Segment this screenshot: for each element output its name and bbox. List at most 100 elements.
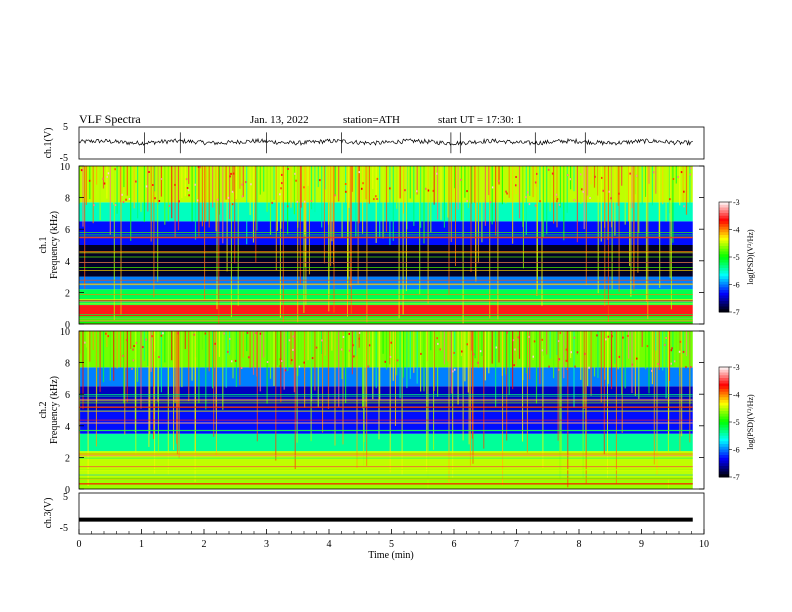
ch1-spectrogram-hotspot xyxy=(135,180,137,183)
ch1-spectrogram-line xyxy=(79,294,693,295)
ch2-spectrogram-texture-column xyxy=(297,331,299,376)
ch1-spectrogram-texture-column xyxy=(79,166,81,204)
ch1-spectrogram-hotspot xyxy=(601,176,603,179)
ch1-spectrogram-hotspot xyxy=(106,175,108,178)
ch2-spectrogram-hotspot xyxy=(234,359,237,362)
ch2-spectrogram-hotspot xyxy=(131,367,133,370)
ch2-spectrogram-hotspot xyxy=(390,341,392,344)
ch2-spectrogram-texture-column xyxy=(477,331,480,368)
ch1-ylabel: ch.1(V) xyxy=(43,128,54,159)
ch2-spectrogram-texture-column xyxy=(396,331,398,376)
ch2-spectrogram-texture-column xyxy=(307,331,309,361)
ch2-spectrogram-colorbar-segment xyxy=(719,383,729,387)
ch2-spectrogram-texture-column xyxy=(276,331,278,366)
ch2-spectrogram-texture-column xyxy=(495,331,497,407)
ch2-spectrogram-hotspot xyxy=(477,361,479,364)
ch1-spectrogram-colorbar-segment xyxy=(719,284,729,288)
ch2-spectrogram-texture-column xyxy=(235,331,237,387)
ch2-spectrogram-hotspot xyxy=(678,350,681,353)
ch1-spectrogram-hotspot xyxy=(279,193,281,196)
ch1-spectrogram-sferic xyxy=(304,166,306,267)
ch1-spectrogram-texture-column xyxy=(123,166,125,188)
ch2-spectrogram-hotspot xyxy=(340,348,343,351)
ch2-spectrogram-texture-column xyxy=(242,331,244,358)
ch1-spectrogram-texture-column xyxy=(137,166,139,219)
ch2-spectrogram-sferic xyxy=(366,331,368,466)
ch2-spectrogram-hotspot xyxy=(611,335,613,338)
ch2-spectrogram-hotspot xyxy=(574,365,576,368)
ch2-spectrogram-hotspot xyxy=(532,355,534,358)
ch1-spectrogram-texture-column xyxy=(437,166,439,220)
ch1-spectrogram-texture-column xyxy=(488,166,490,196)
ch1-spectrogram-hotspot xyxy=(345,190,347,193)
ch1-spectrogram-texture-column xyxy=(420,166,422,228)
ch1-spectrogram-sferic xyxy=(597,166,599,294)
ch1-spectrogram-texture-column xyxy=(645,166,647,197)
ch1-spectrogram-texture-column xyxy=(672,166,674,243)
ch2-spectrogram-colorbar-segment xyxy=(719,386,729,390)
ch2-spectrogram-line xyxy=(79,483,693,485)
ch2-spectrogram-texture-column xyxy=(607,331,609,384)
ch2-spectrogram-texture-column xyxy=(467,331,469,393)
ch2-spectrogram-ylabel-line2: Frequency (kHz) xyxy=(49,376,60,444)
ch2-spectrogram-texture-column xyxy=(430,331,432,351)
ch1-spectrogram-texture-column xyxy=(147,166,149,212)
ch2-spectrogram-hotspot xyxy=(384,360,386,363)
ch2-spectrogram-sferic xyxy=(87,331,89,486)
ch2-spectrogram-texture-column xyxy=(273,331,275,386)
ch1-spectrogram-texture-column xyxy=(198,166,200,237)
ch1-spectrogram-texture-column xyxy=(307,166,309,186)
ch1-spectrogram-hotspot xyxy=(197,166,200,168)
ch1-spectrogram-ytick-label: 6 xyxy=(65,225,70,236)
ch1-spectrogram-colorbar-segment xyxy=(719,276,729,280)
ch1-waveform-panel: 5 -5 ch.1(V) xyxy=(43,122,705,164)
ch2-spectrogram-texture-column xyxy=(685,331,688,357)
ch2-spectrogram-hotspot xyxy=(420,352,422,355)
ch1-spectrogram-hotspot xyxy=(432,189,435,192)
ch1-spectrogram-texture-column xyxy=(471,166,473,204)
ch1-spectrogram-hotspot xyxy=(296,200,298,203)
ch2-spectrogram-sferic xyxy=(502,331,504,486)
ch1-spectrogram-sferic xyxy=(275,166,277,271)
ch1-spectrogram-hotspot xyxy=(534,181,537,184)
ch2-spectrogram-line xyxy=(79,407,693,408)
ch1-spectrogram-hotspot xyxy=(436,172,438,175)
ch1-spectrogram-colorbar-segment xyxy=(719,265,729,269)
ch3-frame xyxy=(78,492,705,535)
ch1-spectrogram-hotspot xyxy=(534,204,537,207)
ch1-spectrogram-line xyxy=(79,303,693,305)
ch2-spectrogram-hotspot xyxy=(685,366,687,369)
ch1-spectrogram-hotspot xyxy=(88,179,91,182)
ch2-spectrogram-sferic xyxy=(334,331,336,446)
ch2-spectrogram-texture-column xyxy=(198,331,200,404)
ch1-spectrogram-hotspot xyxy=(80,169,83,172)
ch2-spectrogram-texture-column xyxy=(249,331,251,369)
ch1-spectrogram-hotspot xyxy=(178,200,180,203)
ch1-spectrogram-colorbar-segment xyxy=(719,290,729,294)
ch2-spectrogram-hotspot xyxy=(279,365,282,368)
ch1-spectrogram-texture-column xyxy=(641,166,643,205)
ch1-spectrogram-colorbar-segment xyxy=(719,279,729,283)
ch1-spectrogram-sferic xyxy=(153,166,155,298)
ch2-spectrogram-texture-column xyxy=(546,331,548,355)
ch1-spectrogram-sferic xyxy=(157,166,159,282)
ch1-spectrogram-hotspot xyxy=(185,178,188,181)
ch1-spectrogram-texture-column xyxy=(570,166,572,190)
ch2-spectrogram-sferic xyxy=(526,331,528,453)
date-label: Jan. 13, 2022 xyxy=(250,114,309,126)
ch2-spectrogram-texture-column xyxy=(372,331,374,400)
ch2-spectrogram-hotspot xyxy=(162,332,164,335)
ch2-spectrogram-texture-column xyxy=(147,331,149,366)
ch2-spectrogram-ytick-label: 6 xyxy=(65,390,70,401)
ch1-spectrogram-sferic xyxy=(218,166,220,324)
ch1-spectrogram-texture-column xyxy=(92,166,94,224)
ch2-spectrogram-hotspot xyxy=(558,368,560,371)
ch1-spectrogram-texture-column xyxy=(194,166,197,240)
ch2-spectrogram-texture-column xyxy=(549,331,551,359)
ch2-spectrogram-hotspot xyxy=(279,358,282,361)
ch1-spectrogram-hotspot xyxy=(188,194,190,197)
ch1-spectrogram-colorbar-segment xyxy=(719,246,729,250)
ch1-spectrogram-hotspot xyxy=(154,197,156,200)
ch2-spectrogram-hotspot xyxy=(284,369,287,372)
ch1-spectrogram-line xyxy=(79,236,693,238)
